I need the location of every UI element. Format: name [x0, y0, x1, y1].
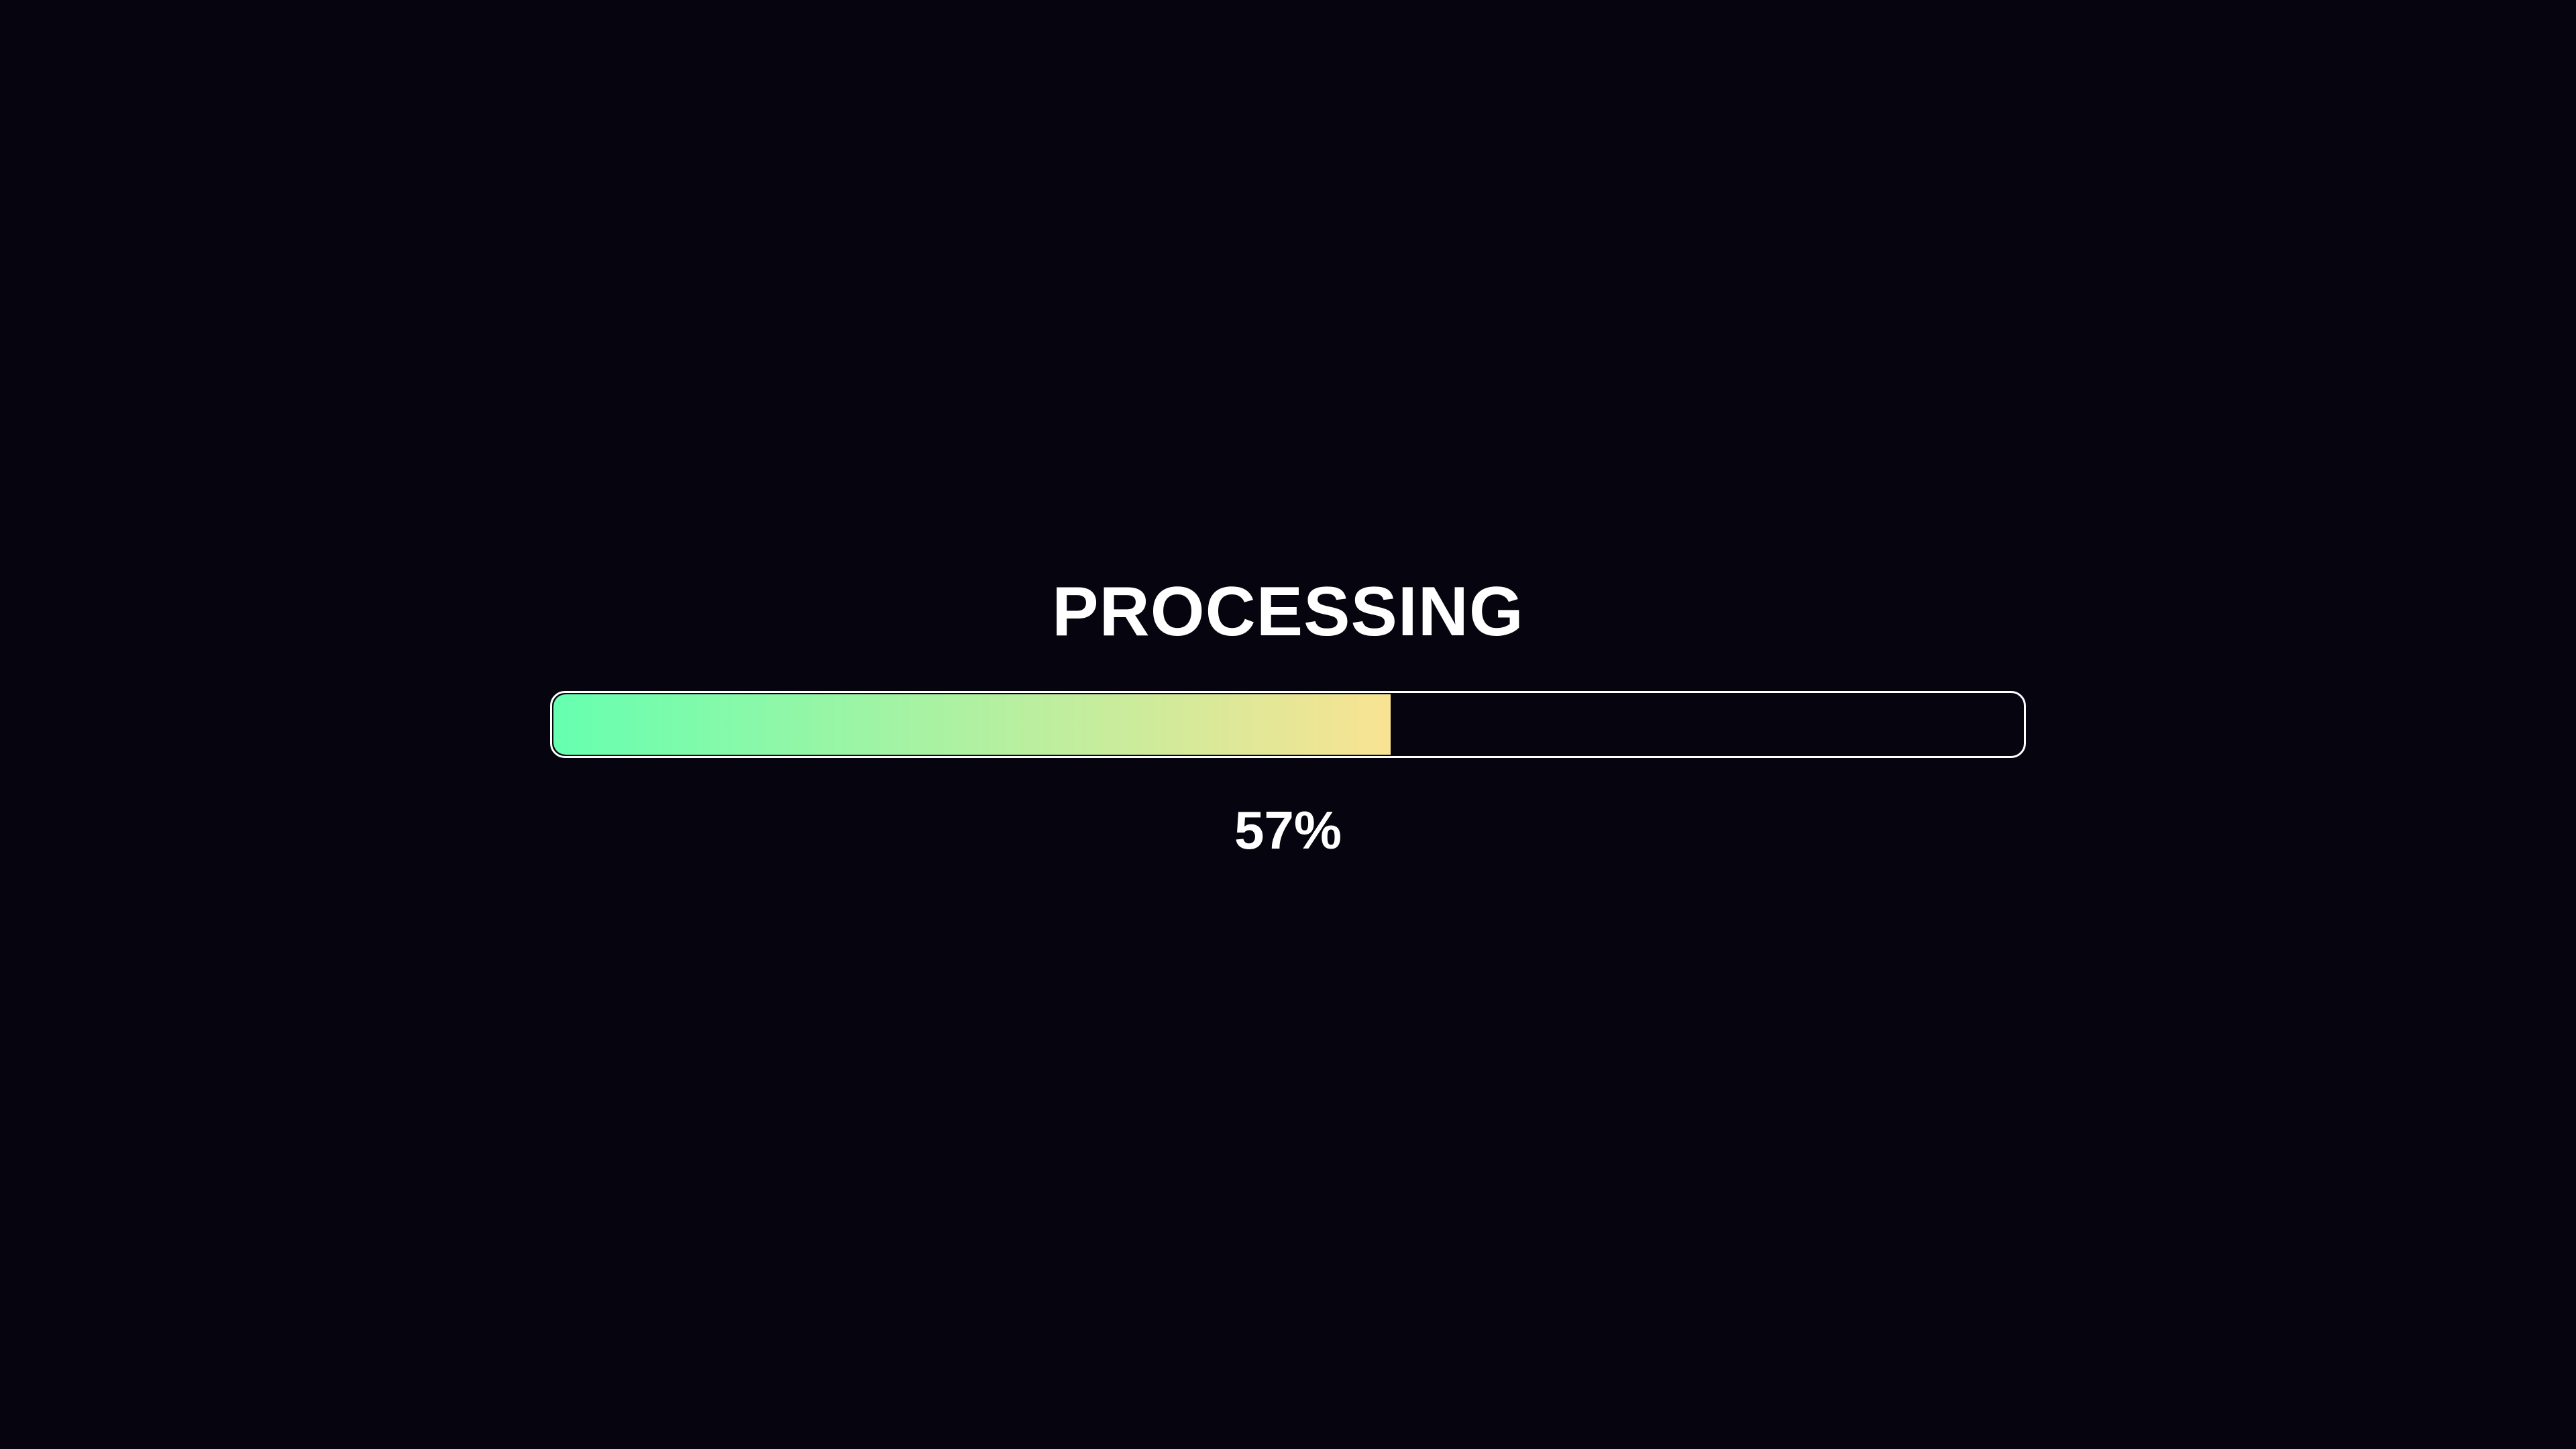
progress-bar: [550, 691, 2026, 758]
progress-fill: [553, 694, 1391, 755]
progress-percentage: 57%: [1234, 800, 1342, 860]
progress-track: [553, 694, 2023, 755]
processing-title: PROCESSING: [1052, 573, 1524, 651]
